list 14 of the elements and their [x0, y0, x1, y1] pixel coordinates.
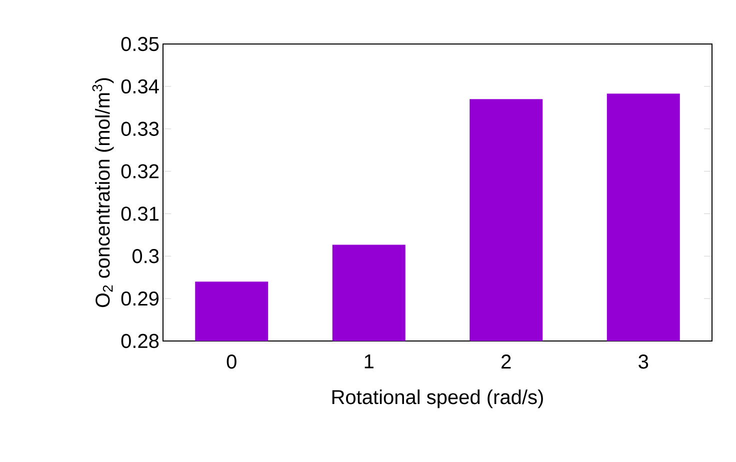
y-tick-label: 0.29 — [121, 291, 159, 306]
y-tick-label: 0.28 — [121, 334, 159, 348]
y-axis-title: O$_{2}$ concentration (mol/m$^{3}$) — [92, 78, 114, 308]
y-tick-label: 0.33 — [121, 122, 159, 136]
y-tick-label: 0.34 — [121, 79, 159, 94]
x-tick-label: 3 — [638, 354, 648, 369]
y-tick-label: 0.32 — [121, 164, 158, 178]
x-axis-title: Rotational speed (rad/s) — [332, 390, 543, 408]
y-tick-label: 0.3 — [132, 249, 159, 264]
y-tick-label: 0.31 — [121, 206, 158, 221]
x-tick-label: 1 — [364, 354, 374, 368]
y-tick-label: 0.35 — [121, 36, 159, 52]
x-tick-label: 2 — [502, 354, 511, 368]
x-tick-label: 0 — [226, 354, 236, 369]
